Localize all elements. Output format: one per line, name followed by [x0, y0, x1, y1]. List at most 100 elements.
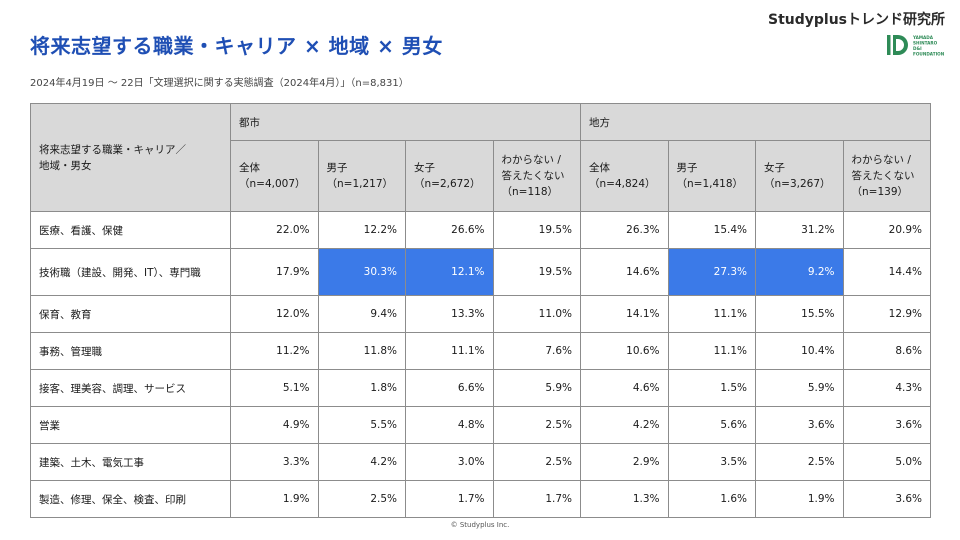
- value-cell: 12.2%: [317, 211, 406, 249]
- column-header: わからない / 答えたくない （n=118）: [492, 140, 581, 212]
- value-cell: 31.2%: [755, 211, 844, 249]
- logo-line: SHINTARO: [913, 41, 938, 46]
- table-row: 製造、修理、保全、検査、印刷 1.9% 2.5% 1.7% 1.7% 1.3% 1.6% 1.…: [30, 480, 931, 518]
- foundation-logo: YAMADA SHINTARO D&I FOUNDATION: [887, 35, 945, 57]
- column-header-line: わからない /: [851, 154, 911, 166]
- table-row: 技術職（建設、開発、IT）、専門職 17.9% 30.3% 12.1% 19.5% 14.…: [30, 248, 931, 296]
- value-cell: 1.5%: [667, 369, 756, 407]
- value-cell: 5.1%: [230, 369, 319, 407]
- value-cell: 1.9%: [755, 480, 844, 518]
- value-cell: 3.5%: [667, 443, 756, 481]
- value-cell: 1.7%: [405, 480, 494, 518]
- region-header-urban: 都市: [230, 103, 581, 141]
- value-cell: 11.1%: [667, 332, 756, 370]
- column-header-line: 答えたくない: [501, 170, 565, 182]
- value-cell: 1.8%: [317, 369, 406, 407]
- brand-name: Studyplusトレンド研究所: [768, 12, 946, 28]
- value-cell: 11.2%: [230, 332, 319, 370]
- value-cell: 15.5%: [755, 295, 844, 333]
- value-cell: 3.6%: [755, 406, 844, 444]
- value-cell: 11.1%: [405, 332, 494, 370]
- value-cell: 14.1%: [580, 295, 669, 333]
- row-label: 技術職（建設、開発、IT）、専門職: [30, 248, 231, 296]
- value-cell: 13.3%: [405, 295, 494, 333]
- page-title: 将来志望する職業・キャリア × 地域 × 男女: [30, 34, 443, 58]
- value-cell: 26.3%: [580, 211, 669, 249]
- value-cell: 22.0%: [230, 211, 319, 249]
- table-row: 営業 4.9% 5.5% 4.8% 2.5% 4.2% 5.6% 3.6% 3.6%: [30, 406, 931, 444]
- value-cell: 15.4%: [667, 211, 756, 249]
- value-cell: 2.5%: [492, 406, 581, 444]
- value-cell: 2.9%: [580, 443, 669, 481]
- value-cell: 20.9%: [842, 211, 931, 249]
- row-label: 製造、修理、保全、検査、印刷: [30, 480, 231, 518]
- value-cell: 11.0%: [492, 295, 581, 333]
- value-cell: 7.6%: [492, 332, 581, 370]
- value-cell: 11.8%: [317, 332, 406, 370]
- value-cell: 2.5%: [492, 443, 581, 481]
- logo-bar: [887, 35, 891, 55]
- value-cell: 4.6%: [580, 369, 669, 407]
- column-header: 女子 （n=2,672）: [405, 140, 494, 212]
- column-header: 全体 （n=4,007）: [230, 140, 319, 212]
- column-header-line: （n=3,267）: [764, 178, 831, 190]
- value-cell: 1.7%: [492, 480, 581, 518]
- column-header-line: （n=118）: [501, 186, 559, 198]
- value-cell: 19.5%: [492, 211, 581, 249]
- value-cell: 2.5%: [317, 480, 406, 518]
- career-table: 将来志望する職業・キャリア／ 地域・男女 都市 地方 全体 （n=4,007） 男子…: [30, 103, 931, 518]
- table-row: 事務、管理職 11.2% 11.8% 11.1% 7.6% 10.6% 11.1% 10.4%…: [30, 332, 931, 370]
- logo-d-shape: [893, 35, 908, 55]
- corner-line: 地域・男女: [39, 159, 92, 172]
- value-cell: 6.6%: [405, 369, 494, 407]
- value-cell: 5.9%: [492, 369, 581, 407]
- value-cell: 30.3%: [317, 248, 406, 296]
- value-cell: 12.0%: [230, 295, 319, 333]
- value-cell: 5.9%: [755, 369, 844, 407]
- column-header: 全体 （n=4,824）: [580, 140, 669, 212]
- table-row: 建築、土木、電気工事 3.3% 4.2% 3.0% 2.5% 2.9% 3.5% 2.5% 5.…: [30, 443, 931, 481]
- value-cell: 1.6%: [667, 480, 756, 518]
- table-row: 保育、教育 12.0% 9.4% 13.3% 11.0% 14.1% 11.1% 15.5% 1…: [30, 295, 931, 333]
- column-header-line: 女子: [414, 162, 435, 174]
- value-cell: 26.6%: [405, 211, 494, 249]
- value-cell: 3.0%: [405, 443, 494, 481]
- column-header-line: 女子: [764, 162, 785, 174]
- column-header-line: 男子: [676, 162, 698, 174]
- value-cell: 12.9%: [842, 295, 931, 333]
- row-label: 事務、管理職: [30, 332, 231, 370]
- value-cell: 3.6%: [842, 406, 931, 444]
- value-cell: 5.6%: [667, 406, 756, 444]
- value-cell: 8.6%: [842, 332, 931, 370]
- survey-subtitle: 2024年4月19日 〜 22日「文理選択に関する実態調査（2024年4月）」（…: [30, 78, 409, 89]
- value-cell: 4.2%: [580, 406, 669, 444]
- value-cell: 5.0%: [842, 443, 931, 481]
- value-cell: 11.1%: [667, 295, 756, 333]
- copyright: © Studyplus Inc.: [450, 521, 510, 529]
- value-cell: 3.3%: [230, 443, 319, 481]
- column-header: 男子 （n=1,217）: [317, 140, 406, 212]
- column-header-line: わからない /: [501, 154, 561, 166]
- column-header: 女子 （n=3,267）: [755, 140, 844, 212]
- value-cell: 12.1%: [405, 248, 494, 296]
- column-header-line: （n=4,007）: [239, 178, 306, 190]
- value-cell: 17.9%: [230, 248, 319, 296]
- value-cell: 27.3%: [667, 248, 756, 296]
- column-header-line: （n=1,217）: [326, 178, 394, 190]
- value-cell: 19.5%: [492, 248, 581, 296]
- row-label: 営業: [30, 406, 231, 444]
- row-label: 接客、理美容、調理、サービス: [30, 369, 231, 407]
- value-cell: 4.3%: [842, 369, 931, 407]
- row-label: 建築、土木、電気工事: [30, 443, 231, 481]
- column-header-line: 男子: [326, 162, 348, 174]
- logo-line: YAMADA: [912, 35, 934, 40]
- region-header-rural: 地方: [580, 103, 931, 141]
- logo-line: D&I: [913, 46, 922, 51]
- logo-line: FOUNDATION: [913, 52, 945, 57]
- row-label: 医療、看護、保健: [30, 211, 231, 249]
- value-cell: 10.6%: [580, 332, 669, 370]
- column-header-line: （n=4,824）: [589, 178, 656, 190]
- column-header-line: 全体: [239, 162, 260, 174]
- value-cell: 4.9%: [230, 406, 319, 444]
- corner-header: 将来志望する職業・キャリア／ 地域・男女: [30, 103, 231, 212]
